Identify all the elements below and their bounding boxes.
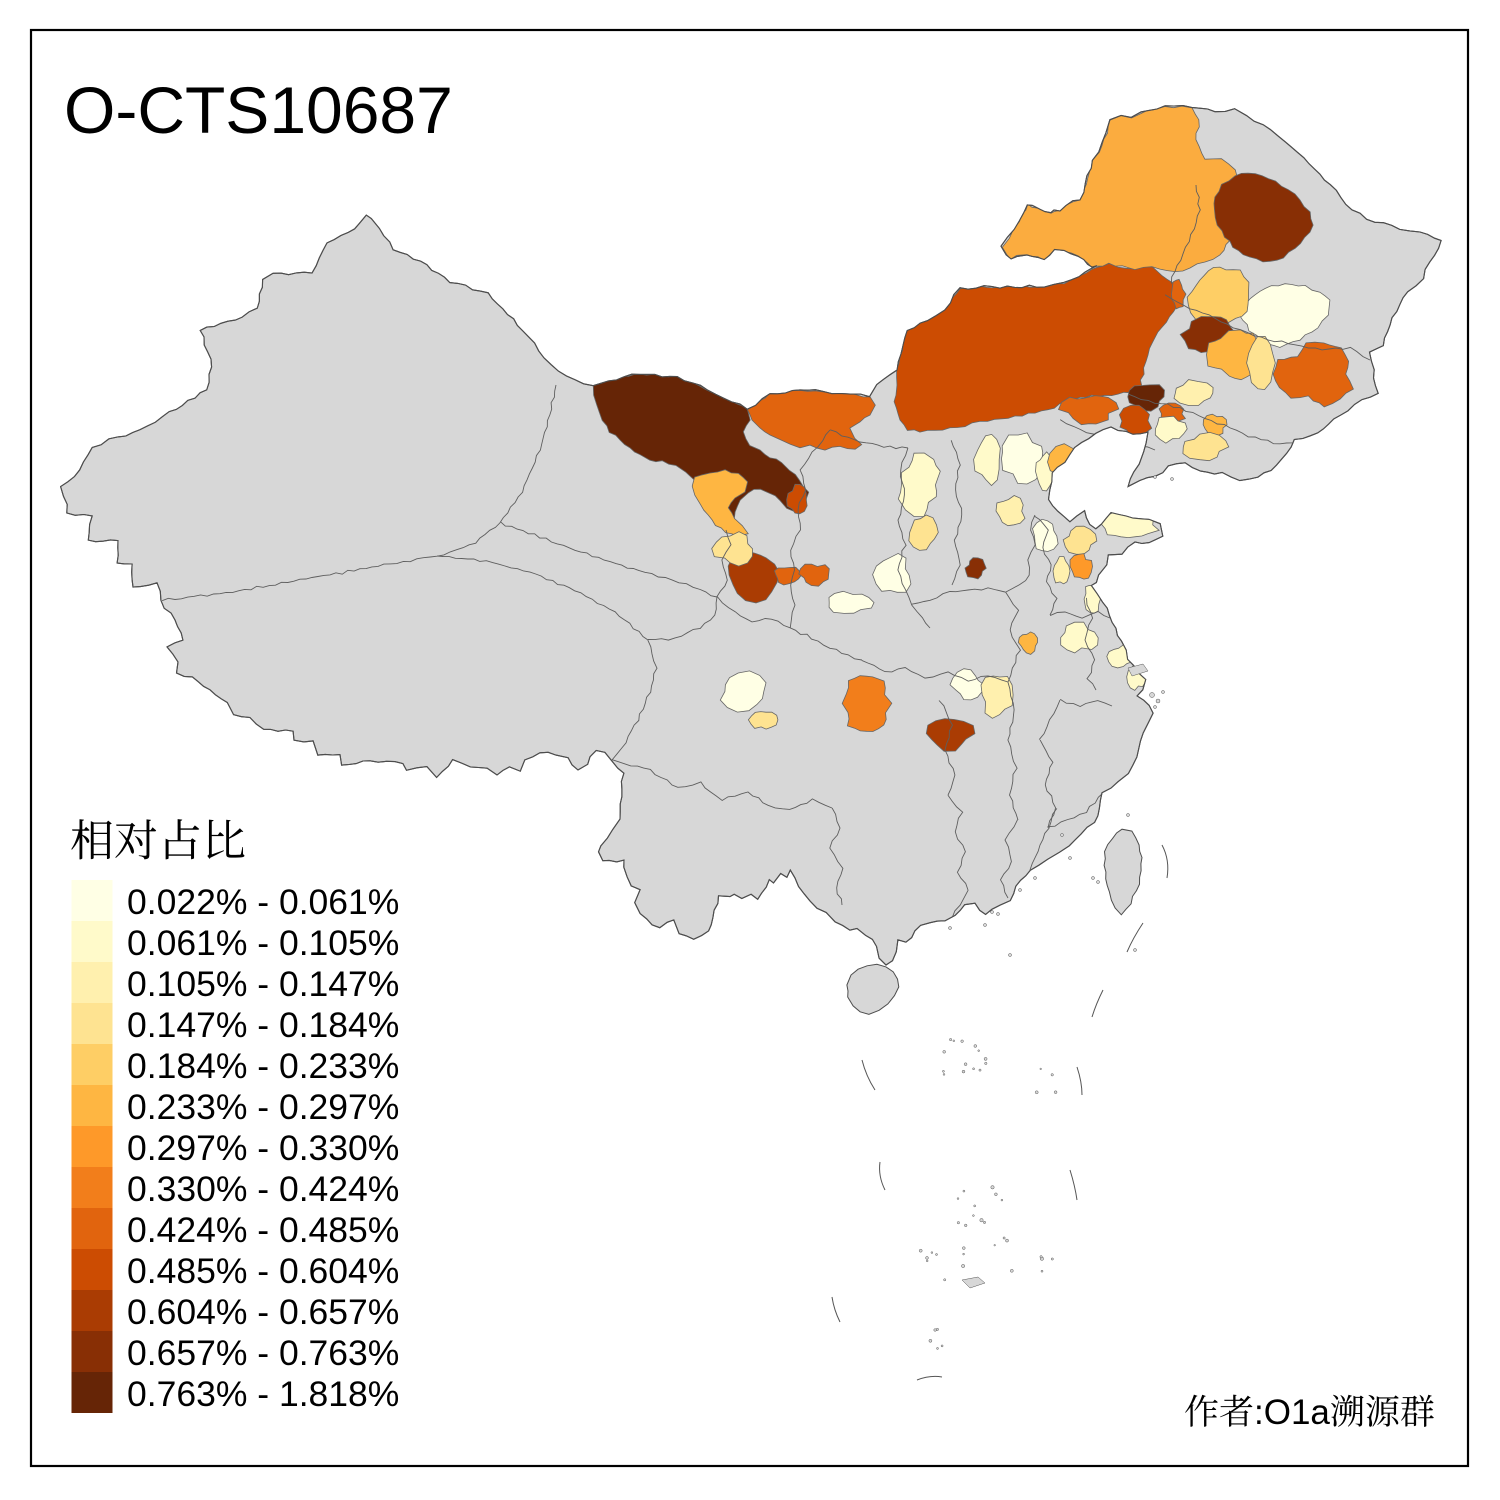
svg-text:0.763% - 1.818%: 0.763% - 1.818% [127, 1374, 399, 1414]
svg-text:0.657% - 0.763%: 0.657% - 0.763% [127, 1333, 399, 1373]
svg-text:0.147% - 0.184%: 0.147% - 0.184% [127, 1005, 399, 1045]
svg-text::O1a: :O1a [1254, 1393, 1330, 1432]
svg-text:0.330% - 0.424%: 0.330% - 0.424% [127, 1169, 399, 1209]
svg-text:0.184% - 0.233%: 0.184% - 0.233% [127, 1046, 399, 1086]
svg-text:0.233% - 0.297%: 0.233% - 0.297% [127, 1087, 399, 1127]
svg-text:0.424% - 0.485%: 0.424% - 0.485% [127, 1210, 399, 1250]
svg-text:0.297% - 0.330%: 0.297% - 0.330% [127, 1128, 399, 1168]
svg-text:0.105% - 0.147%: 0.105% - 0.147% [127, 964, 399, 1004]
svg-text:0.022% - 0.061%: 0.022% - 0.061% [127, 882, 399, 922]
svg-text:0.485% - 0.604%: 0.485% - 0.604% [127, 1251, 399, 1291]
svg-text:O-CTS10687: O-CTS10687 [64, 73, 453, 147]
svg-text:0.061% - 0.105%: 0.061% - 0.105% [127, 923, 399, 963]
svg-text:0.604% - 0.657%: 0.604% - 0.657% [127, 1292, 399, 1332]
